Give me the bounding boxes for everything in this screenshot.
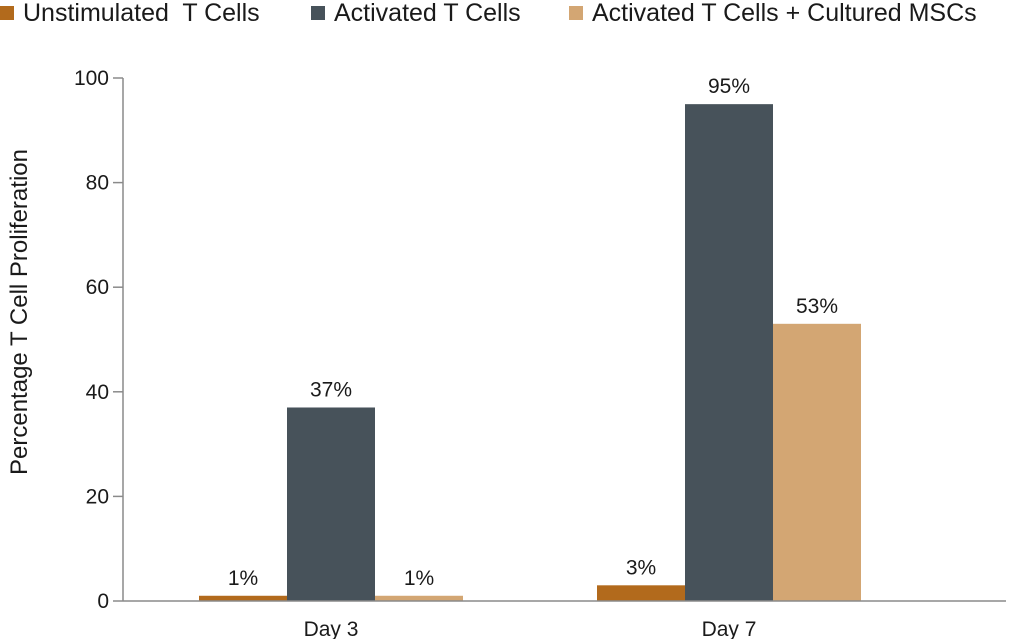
y-tick-label: 0 (97, 590, 109, 613)
legend-swatch (569, 6, 583, 20)
bar-value-label: 53% (796, 295, 838, 318)
legend: Unstimulated T Cells Activated T Cells Act… (0, 0, 977, 27)
bar (287, 407, 375, 601)
bar (199, 595, 287, 601)
bar (773, 323, 861, 601)
x-axis-categories: Day 3 Day 7 (304, 618, 757, 641)
y-tick-label: 100 (74, 67, 109, 90)
data-labels: 1% 37% 1% 3% 95% 53% (228, 75, 838, 590)
x-category-label: Day 3 (304, 618, 359, 639)
bar-value-label: 37% (310, 378, 352, 401)
bar-value-label: 1% (404, 567, 434, 590)
legend-label: Activated T Cells + Cultured MSCs (592, 0, 977, 27)
bar-value-label: 3% (626, 556, 656, 579)
legend-label: Unstimulated T Cells (23, 0, 260, 27)
legend-label: Activated T Cells (334, 0, 521, 27)
bar-value-label: 1% (228, 567, 258, 590)
bars (199, 104, 861, 602)
legend-swatch (311, 6, 325, 20)
x-category-label: Day 7 (702, 618, 757, 639)
bar (375, 595, 463, 601)
y-tick-label: 40 (86, 381, 109, 404)
bar (685, 104, 773, 602)
y-axis-ticks: 0 20 40 60 80 100 (74, 67, 123, 613)
y-tick-label: 20 (86, 485, 109, 508)
y-tick-label: 60 (86, 276, 109, 299)
y-axis-title: Percentage T Cell Proliferation (6, 149, 33, 475)
y-tick-label: 80 (86, 172, 109, 195)
legend-swatch (0, 6, 14, 20)
bar (597, 585, 685, 601)
bar-value-label: 95% (708, 75, 750, 98)
